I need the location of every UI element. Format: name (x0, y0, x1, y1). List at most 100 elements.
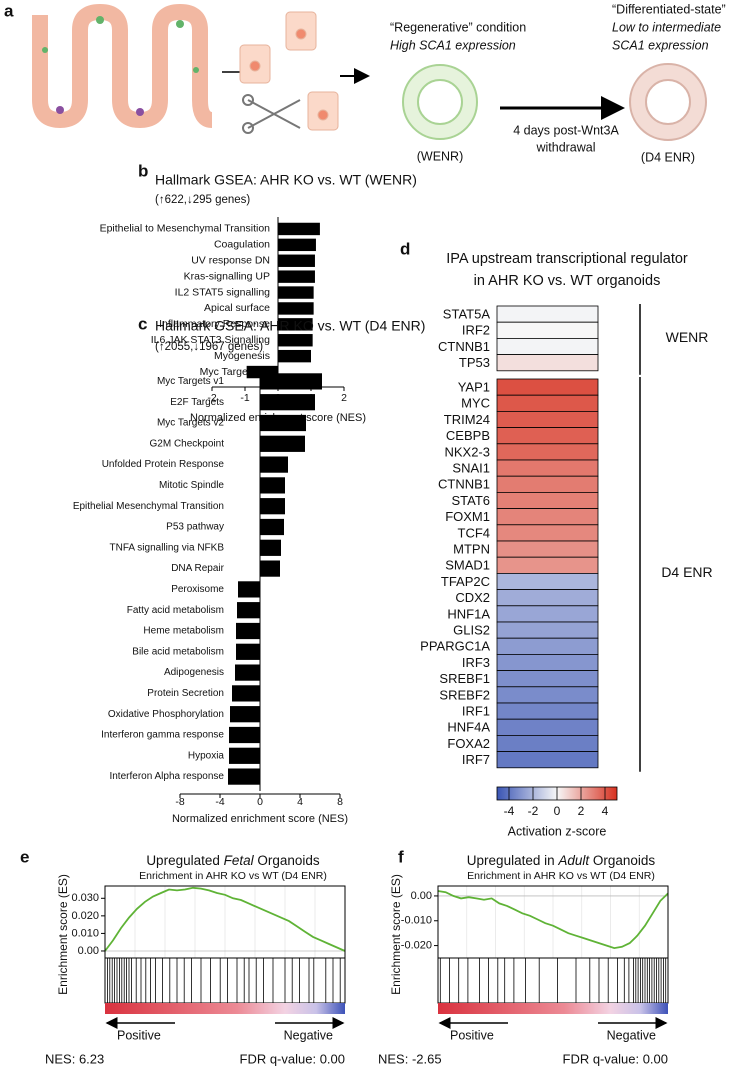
bar (260, 539, 281, 556)
condition-label: “Regenerative” condition (390, 20, 526, 34)
row-label: FOXA2 (447, 736, 490, 751)
heat-cell (496, 621, 599, 639)
bar (260, 394, 315, 411)
bar (278, 222, 320, 236)
colorbar-tick-label: 4 (602, 804, 609, 818)
title-part: Upregulated in (467, 853, 559, 868)
category-label: Interferon gamma response (101, 730, 224, 741)
right-label: Negative (284, 1028, 333, 1042)
row-label: SREBF2 (439, 687, 490, 702)
category-label: IL6 JAK STAT3 Signalling (151, 334, 270, 346)
colorbar-tick-label: 2 (578, 804, 585, 818)
condition-label: (D4 ENR) (641, 150, 695, 164)
heat-cell (496, 751, 599, 769)
bar (229, 726, 260, 744)
left-label: Positive (117, 1028, 161, 1042)
category-label: E2F Targets (170, 397, 224, 408)
step-label: 4 days post-Wnt3A (513, 123, 619, 137)
row-label: NKX2-3 (444, 444, 490, 459)
heat-cell (496, 637, 599, 655)
heat-cell (496, 540, 599, 558)
bar (260, 498, 285, 515)
panel-label: a (4, 1, 14, 20)
row-label: IRF3 (462, 655, 490, 670)
crypt-villus-drawing (32, 3, 213, 129)
bar (278, 270, 315, 283)
heat-cell (496, 573, 599, 591)
heat-cell (496, 443, 599, 461)
chart-title: Hallmark GSEA: AHR KO vs. WT (WENR) (155, 172, 417, 188)
category-label: Epithelial Mesenchymal Transition (73, 501, 224, 512)
bar (230, 706, 260, 723)
y-tick-label: -0.010 (401, 915, 432, 927)
colorbar-tick-label: -2 (528, 804, 539, 818)
category-label: G2M Checkpoint (150, 438, 225, 449)
category-label: IL2 STAT5 signalling (175, 286, 270, 298)
title-part: Adult (557, 853, 590, 868)
bar (278, 349, 311, 363)
heat-cell (496, 337, 599, 355)
chart-title: in AHR KO vs. WT organoids (474, 273, 661, 289)
category-label: Mitotic Spindle (159, 480, 224, 491)
row-label: CTNNB1 (438, 339, 490, 354)
y-tick-label: 0.030 (71, 892, 99, 904)
row-label: SNAI1 (452, 461, 490, 476)
category-label: Heme metabolism (143, 626, 224, 637)
row-label: TFAP2C (441, 574, 490, 589)
heat-cell (496, 718, 599, 736)
heat-cell (496, 654, 599, 672)
chart-subtitle: (↑622,↓295 genes) (155, 194, 250, 206)
title-part: Organoids (589, 853, 655, 868)
title-part: Organoids (254, 853, 320, 868)
fdr-label: FDR q-value: 0.00 (563, 1051, 669, 1066)
row-label: IRF2 (462, 323, 490, 338)
heat-cell (496, 475, 599, 493)
heat-cell (496, 491, 599, 509)
condition-label: (WENR) (417, 149, 464, 163)
es-line (437, 890, 669, 950)
x-tick-label: 8 (337, 796, 343, 808)
row-label: SREBF1 (439, 671, 490, 686)
chart-subtitle: (↑2055,↓1967 genes) (155, 341, 263, 353)
y-tick-label: 0.00 (78, 945, 99, 957)
heat-cell (496, 459, 599, 477)
category-label: UV response DN (191, 255, 270, 267)
condition-label: “Differentiated-state” (612, 2, 726, 16)
heat-cell (496, 410, 599, 428)
category-label: P53 pathway (166, 522, 224, 533)
bar (260, 477, 285, 494)
colorbar-label: Activation z-score (508, 824, 607, 838)
panel-label: b (138, 161, 148, 180)
bar (236, 643, 260, 660)
organoid-d4-enr (629, 63, 707, 141)
category-label: Myogenesis (214, 350, 270, 362)
x-tick-label: -1 (240, 392, 249, 404)
row-label: IRF7 (462, 752, 490, 767)
condition-label: SCA1 expression (612, 38, 709, 52)
category-label: Peroxisome (171, 584, 224, 595)
chart-title: Hallmark GSEA: AHR KO vs. WT (D4 ENR) (155, 318, 425, 334)
y-tick-label: 0.010 (71, 927, 99, 939)
bar (278, 334, 313, 347)
row-label: MTPN (453, 542, 490, 557)
bar (235, 664, 260, 681)
bar (228, 768, 260, 785)
x-tick-label: 2 (341, 392, 347, 404)
condition-label: High SCA1 expression (390, 38, 516, 52)
panel-label: f (398, 847, 404, 866)
category-label: Interferon Alpha response (109, 771, 224, 782)
right-label: Negative (607, 1028, 656, 1042)
title-part: Fetal (224, 853, 255, 868)
category-label: Bile acid metabolism (132, 646, 224, 657)
row-label: CEBPB (446, 428, 490, 443)
heat-cell (496, 702, 599, 720)
bar (260, 373, 322, 390)
bar (260, 435, 305, 452)
step-label: withdrawal (535, 140, 595, 154)
chart-title: Upregulated Fetal Organoids (146, 853, 320, 868)
category-label: Myc Targets v2 (157, 418, 224, 429)
title-part: Upregulated (146, 853, 223, 868)
category-label: Fatty acid metabolism (127, 605, 224, 616)
bar (278, 302, 314, 315)
